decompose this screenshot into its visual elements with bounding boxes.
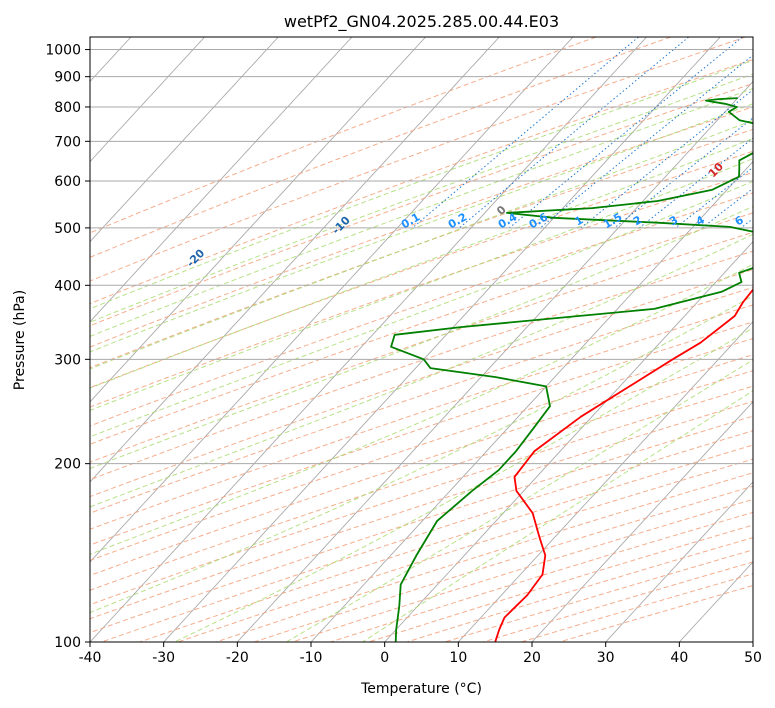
y-tick-label: 400 (54, 278, 81, 294)
mixing-ratio-line (539, 54, 753, 229)
x-tick-label: 10 (449, 650, 467, 666)
mixing-ratio-line (412, 37, 639, 229)
moist-adiabat-line (90, 295, 753, 614)
mixing-ratio-label: 1 (572, 213, 585, 228)
moist-adiabat-line (90, 59, 753, 310)
isotherm-line (90, 37, 132, 83)
isotherm-line (457, 321, 753, 642)
dry-adiabat-line (90, 337, 753, 561)
isotherm-line (90, 37, 205, 163)
dry-adiabat-line (139, 444, 753, 642)
dewpoint-profile-line (390, 97, 753, 642)
dry-adiabat-line (90, 58, 753, 305)
y-tick-label: 900 (54, 70, 81, 86)
isotherm-line (752, 641, 753, 642)
x-tick-label: 30 (597, 650, 615, 666)
isotherm-line (678, 561, 753, 642)
dry-adiabat-line (90, 150, 753, 389)
y-tick-label: 200 (54, 457, 81, 473)
dry-adiabat-line (90, 37, 597, 234)
mixing-ratio-line (508, 37, 743, 229)
x-tick-label: 50 (744, 650, 762, 666)
x-tick-label: 20 (523, 650, 541, 666)
dry-adiabat-label: -20 (184, 246, 207, 269)
x-tick-label: -20 (226, 650, 249, 666)
temperature-profile-line (494, 288, 753, 642)
isotherm-line (0, 37, 57, 642)
mixing-ratio-line (770, 37, 775, 228)
axis-ticks: -40 -30 -20 -10 0 10 20 30 40 50 100 200 300 400 500 60… (45, 43, 762, 666)
moist-adiabat-line (362, 390, 753, 642)
x-tick-label: -40 (79, 650, 102, 666)
isotherm-line (310, 160, 753, 642)
dry-adiabat-line (90, 37, 746, 282)
dry-adiabat-line (90, 212, 753, 445)
moist-adiabat-line (90, 137, 753, 389)
isotherm-line (90, 37, 279, 243)
dry-adiabat-line (101, 430, 753, 642)
dry-adiabat-line (90, 192, 753, 427)
dry-adiabat-line (90, 250, 753, 481)
dry-adiabat-line (406, 537, 753, 642)
mixing-ratio-line (580, 89, 753, 229)
moist-adiabat-line (90, 158, 753, 411)
x-tick-label: -10 (300, 650, 323, 666)
plot-area: -100-90-80-70-60-50-40-30-20-10010203040… (0, 37, 775, 642)
y-tick-label: 600 (54, 174, 81, 190)
isotherm-line (90, 37, 353, 323)
dry-adiabat-line (559, 585, 753, 642)
mixing-ratio-label: 2 (631, 213, 644, 228)
y-tick-label: 100 (54, 635, 81, 651)
dry-adiabat-line (90, 171, 753, 408)
isotherm-line (90, 37, 500, 483)
isotherm-line (90, 37, 647, 642)
chart-title: wetPf2_GN04.2025.285.00.44.E03 (284, 12, 559, 32)
moist-adiabat-line (174, 327, 753, 642)
mixing-ratio-line (675, 166, 753, 229)
dry-adiabat-line (90, 106, 753, 348)
dry-adiabat-line (330, 511, 753, 642)
x-axis-label: Temperature (°C) (360, 681, 482, 697)
dry-adiabat-line (90, 231, 753, 463)
mixing-ratio-line (459, 37, 689, 229)
dry-adiabat-line (292, 498, 753, 642)
moist-adiabat-line (90, 263, 753, 555)
plot-frame (89, 36, 754, 643)
isotherm-line (531, 401, 753, 642)
y-axis-label: Pressure (hPa) (12, 290, 28, 390)
dry-adiabat-line (177, 458, 753, 642)
dry-adiabat-line (90, 37, 671, 258)
mixing-ratio-line (614, 117, 753, 229)
moist-adiabat-line (90, 73, 753, 323)
y-tick-label: 800 (54, 100, 81, 116)
isotherm-line (90, 37, 574, 563)
moist-adiabat-line (286, 359, 753, 642)
moist-adiabat-line (90, 233, 753, 508)
isotherm-line (90, 37, 426, 403)
dry-adiabat-line (482, 561, 753, 642)
dry-adiabat-line (254, 485, 753, 642)
x-tick-label: 40 (670, 650, 688, 666)
y-tick-label: 500 (54, 221, 81, 237)
dry-adiabat-line (90, 268, 753, 498)
moist-adiabat-line (90, 119, 753, 370)
mixing-ratio-label: 8 (761, 213, 774, 228)
y-tick-label: 300 (54, 352, 81, 368)
isotherm-line (163, 37, 721, 642)
isotherm-line (384, 240, 753, 642)
x-tick-label: -30 (152, 650, 175, 666)
y-tick-label: 700 (54, 134, 81, 150)
y-tick-label: 1000 (45, 43, 81, 59)
x-tick-label: 0 (380, 650, 389, 666)
isotherm-line (236, 80, 753, 642)
moist-adiabat-label: 10 (706, 160, 726, 180)
moist-adiabat-line (90, 180, 753, 438)
mixing-ratio-line (740, 218, 753, 229)
